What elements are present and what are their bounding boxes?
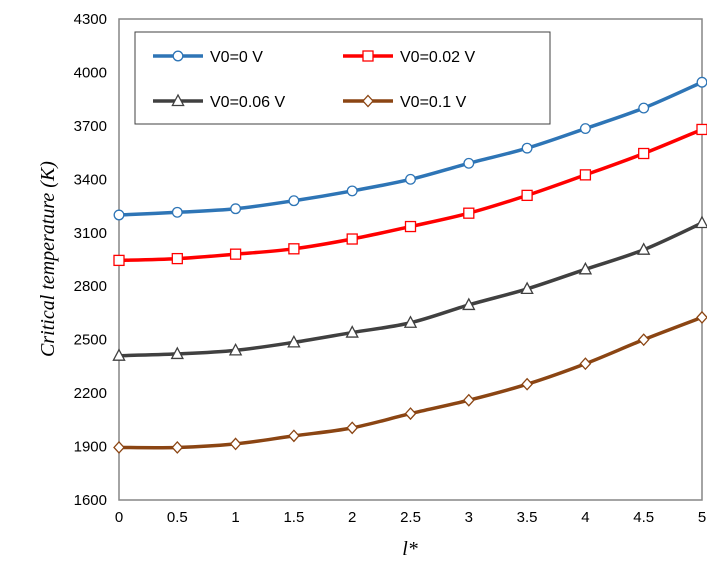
y-tick-label: 3100 — [74, 225, 107, 242]
series-point — [346, 233, 358, 245]
y-tick-label: 4000 — [74, 64, 107, 81]
legend-swatch-marker — [362, 50, 374, 62]
legend-items: V0=0 V V0=0.02 V V0=0.06 V V0=0.1 V — [153, 49, 476, 111]
series-point — [520, 281, 534, 295]
y-tick-label: 1900 — [74, 439, 107, 456]
series-point — [230, 203, 242, 215]
series-point — [637, 242, 651, 255]
y-tick-label: 4300 — [74, 11, 107, 28]
legend-swatch-marker — [171, 93, 185, 107]
x-tick-labels: 0 0.5 1 1.5 2 2.5 3 3.5 4 4.5 5 — [115, 509, 706, 526]
y-tick-label: 3400 — [74, 171, 107, 188]
series-point — [696, 310, 707, 324]
series-line — [117, 221, 704, 358]
x-tick-label: 2 — [348, 509, 356, 526]
series-point — [288, 195, 300, 207]
series-point — [637, 333, 650, 347]
series-point — [288, 243, 300, 255]
series-point — [113, 209, 125, 221]
series-point — [695, 215, 707, 229]
series-point — [696, 76, 707, 88]
series-line — [117, 315, 704, 450]
x-tick-label: 2.5 — [400, 509, 421, 526]
series-point — [462, 393, 475, 407]
x-tick-label: 1 — [231, 509, 239, 526]
series-point — [112, 348, 126, 361]
series-point — [288, 429, 300, 443]
x-tick-label: 1.5 — [283, 509, 304, 526]
x-axis-title: l* — [402, 538, 418, 560]
x-tick-label: 4.5 — [633, 509, 654, 526]
y-tick-label: 3700 — [74, 118, 107, 135]
x-tick-label: 4 — [581, 509, 589, 526]
series-point — [521, 142, 533, 154]
x-tick-label: 3 — [465, 509, 473, 526]
legend-swatch-marker — [172, 50, 184, 62]
series-line — [117, 127, 704, 263]
series-point — [579, 169, 592, 181]
series-point — [696, 123, 707, 136]
y-tick-label: 2200 — [74, 385, 107, 402]
series-point — [171, 252, 183, 265]
x-tick-label: 5 — [698, 509, 706, 526]
legend-label: V0=0 V — [210, 49, 263, 66]
series-point — [171, 206, 183, 218]
series-point — [404, 407, 417, 421]
y-tick-label: 2800 — [74, 278, 107, 295]
x-tick-label: 0.5 — [167, 509, 188, 526]
series-point — [462, 297, 476, 311]
series-point — [346, 185, 358, 197]
series-point — [345, 325, 359, 338]
series-point — [171, 440, 184, 454]
series-point — [113, 254, 125, 267]
series-point — [170, 346, 184, 360]
series-point — [578, 261, 593, 275]
x-tick-label: 3.5 — [517, 509, 538, 526]
series-point — [463, 157, 475, 169]
legend-label: V0=0.06 V — [210, 94, 286, 111]
series-point — [638, 102, 650, 114]
x-tick-label: 0 — [115, 509, 123, 526]
series-point — [404, 220, 417, 233]
series-point — [405, 173, 416, 185]
legend-box — [134, 31, 551, 125]
series-point — [521, 189, 533, 202]
y-tick-label: 1600 — [74, 492, 107, 509]
legend-swatch-marker — [362, 94, 374, 108]
y-axis-title: Critical temperature (K) — [37, 161, 59, 357]
series-point — [113, 440, 125, 454]
series-group — [112, 76, 707, 454]
legend: V0=0 V V0=0.02 V V0=0.06 V V0=0.1 V — [134, 31, 551, 125]
series-point — [229, 437, 242, 451]
series-point — [579, 123, 591, 135]
series-point — [228, 342, 243, 356]
series-point — [579, 357, 592, 371]
series-point — [403, 315, 418, 328]
y-tick-labels: 1600 1900 2200 2500 2800 3100 3400 3700 4000 4300 — [74, 11, 107, 509]
series-point — [638, 147, 650, 160]
series-point — [346, 421, 359, 435]
series-point — [287, 334, 301, 348]
legend-label: V0=0.1 V — [400, 94, 467, 111]
series-point — [521, 377, 533, 391]
y-tick-label: 2500 — [74, 332, 107, 349]
series-point — [229, 248, 242, 260]
legend-label: V0=0.02 V — [400, 49, 476, 66]
series-point — [463, 207, 475, 219]
